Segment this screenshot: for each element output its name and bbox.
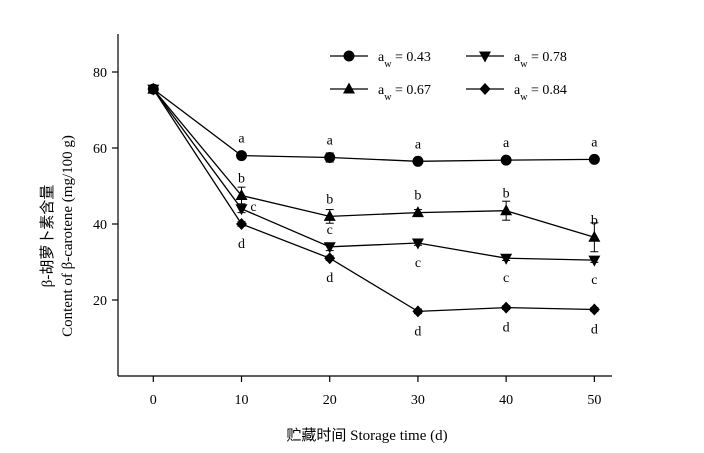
significance-label: b (503, 187, 510, 202)
significance-label: c (503, 271, 509, 286)
significance-label: b (326, 192, 333, 207)
data-point (324, 252, 336, 265)
significance-label: c (591, 273, 597, 288)
legend: aw = 0.43 aw = 0.78 aw = 0.67 aw = 0.84 (330, 50, 567, 103)
significance-label: a (591, 135, 598, 150)
tick-labels: 0 10 20 30 40 50 20 40 60 80 (93, 66, 601, 408)
y-tick-label-20: 20 (93, 294, 107, 309)
ticks (112, 71, 595, 382)
significance-label: a (415, 137, 422, 152)
x-tick-label-50: 50 (587, 393, 601, 408)
data-point (588, 153, 600, 165)
x-tick-label-40: 40 (499, 393, 513, 408)
data-point (236, 218, 247, 230)
series-1-line (152, 88, 595, 162)
significance-label: a (503, 136, 510, 151)
legend-entry-3: aw = 0.67 (330, 82, 431, 103)
data-point (235, 204, 248, 216)
data-point (588, 230, 601, 242)
legend-label: aw = 0.84 (514, 83, 567, 103)
data-point (411, 238, 424, 250)
y-tick-label-80: 80 (93, 66, 107, 81)
data-point (500, 204, 513, 216)
significance-label: d (414, 324, 421, 339)
legend-marker (343, 50, 355, 62)
data-point (324, 152, 336, 163)
data-point (236, 150, 247, 162)
legend-entry-4: aw = 0.84 (466, 83, 567, 103)
legend-marker (343, 82, 355, 94)
significance-label: d (238, 237, 245, 252)
data-point (500, 253, 513, 265)
y-tick-label-40: 40 (93, 218, 107, 233)
significance-label: c (415, 256, 421, 271)
series-4-line (152, 88, 595, 313)
data-point (588, 303, 600, 316)
legend-marker (479, 83, 491, 95)
legend-label: aw = 0.78 (514, 50, 567, 70)
data-point (323, 242, 336, 254)
significance-label: d (503, 321, 510, 336)
legend-marker (479, 51, 491, 63)
y-tick-label-60: 60 (93, 142, 107, 157)
data-point (411, 206, 424, 218)
legend-entry-2: aw = 0.78 (466, 50, 567, 70)
series-4 (147, 83, 600, 318)
x-tick-label-10: 10 (235, 393, 249, 408)
data-point (412, 155, 424, 167)
series-layer (147, 82, 601, 318)
y-axis-title-english: Content of β-carotene (mg/100 g) (60, 135, 76, 337)
significance-label: d (591, 323, 598, 338)
significance-label: b (238, 172, 245, 187)
legend-label: aw = 0.67 (378, 83, 431, 103)
legend-entry-1: aw = 0.43 (330, 50, 431, 70)
data-point (500, 301, 512, 314)
series-2-line (152, 88, 595, 261)
x-tick-label-20: 20 (323, 393, 337, 408)
data-point (588, 255, 601, 267)
x-axis-title: 贮藏时间 Storage time (d) (286, 427, 447, 444)
axes (117, 34, 612, 377)
legend-label: aw = 0.43 (378, 50, 431, 70)
x-tick-label-0: 0 (150, 393, 157, 408)
data-point (147, 83, 159, 96)
series-3 (147, 82, 601, 253)
significance-label: a (238, 132, 245, 147)
significance-label: d (326, 271, 333, 286)
significance-label: b (591, 213, 598, 228)
significance-label: c (250, 200, 256, 215)
series-2 (147, 84, 601, 267)
x-tick-label-30: 30 (411, 393, 425, 408)
significance-label: b (414, 189, 421, 204)
significance-label: c (327, 223, 333, 238)
y-axis-title-chinese: β-胡萝卜素含量 (39, 185, 56, 288)
data-point (235, 189, 248, 200)
significance-label: a (327, 134, 334, 149)
data-point (500, 154, 512, 166)
data-point (412, 305, 424, 318)
series-3-line (152, 88, 595, 238)
data-point (323, 209, 336, 221)
